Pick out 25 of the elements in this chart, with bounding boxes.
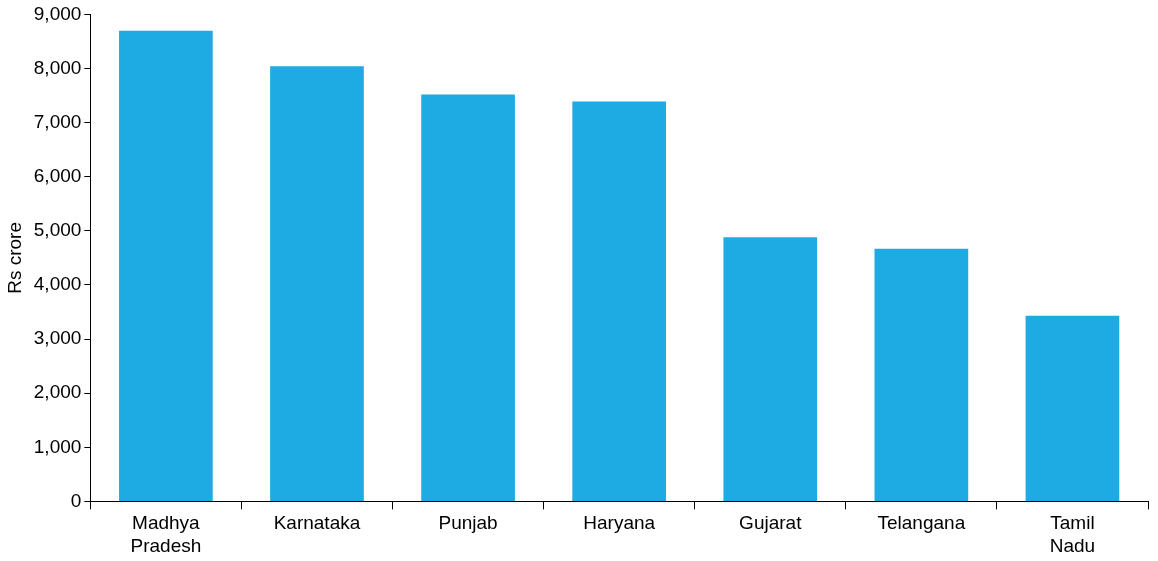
x-tick-label: Tamil Nadu <box>1049 512 1096 556</box>
y-tick-label: 0 <box>70 489 82 511</box>
y-tick-label: 7,000 <box>33 110 82 132</box>
y-tick-label: 6,000 <box>33 164 82 186</box>
bar <box>874 248 969 501</box>
y-tick-label: 5,000 <box>33 219 82 241</box>
x-tick-label: Gujarat <box>739 512 803 534</box>
x-tick-label: Punjab <box>438 512 498 534</box>
x-tick-label: Haryana <box>583 512 656 534</box>
y-tick-label: 8,000 <box>33 56 82 78</box>
bar <box>270 66 364 501</box>
bar <box>572 101 667 501</box>
y-axis-title: Rs crore <box>3 222 25 294</box>
y-tick-label: 2,000 <box>33 381 82 403</box>
bar <box>421 94 515 501</box>
y-tick-label: 9,000 <box>33 2 82 24</box>
y-tick-label: 1,000 <box>33 435 82 457</box>
x-tick-label: Karnataka <box>273 512 361 534</box>
bar <box>1025 315 1120 501</box>
y-tick-label: 4,000 <box>33 273 82 295</box>
x-tick-label: Madhya Pradesh <box>130 512 202 556</box>
y-tick-label: 3,000 <box>33 327 82 349</box>
bar <box>119 30 213 501</box>
x-tick-label: Telangana <box>877 512 966 534</box>
bar <box>723 237 818 501</box>
